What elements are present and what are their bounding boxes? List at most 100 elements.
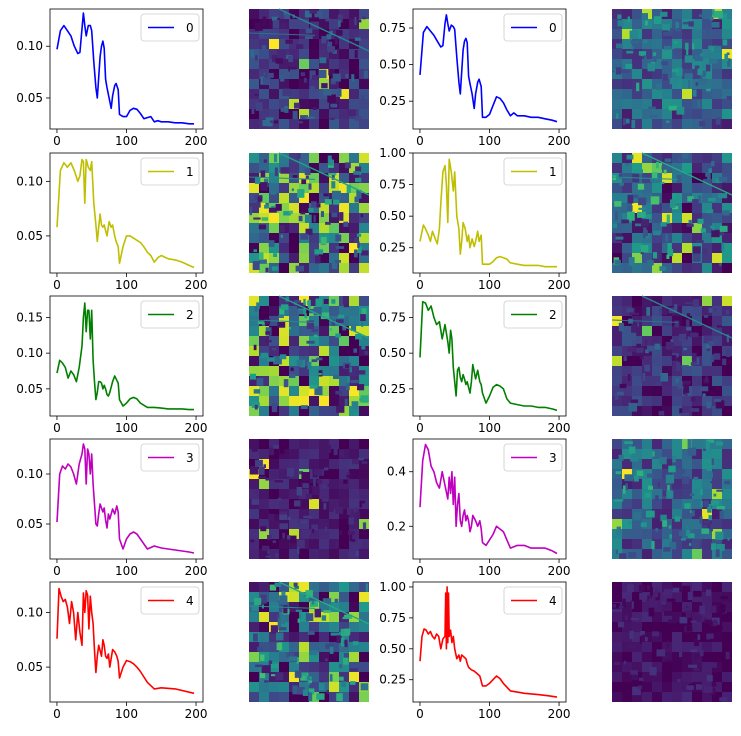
heatmap-speckle xyxy=(633,512,641,521)
heatmap-cell xyxy=(622,346,632,356)
heatmap-speckle xyxy=(652,230,661,236)
heatmap-speckle xyxy=(623,118,626,125)
heatmap-speckle xyxy=(711,230,720,238)
heatmap-speckle xyxy=(712,9,715,16)
heatmap-speckle xyxy=(300,233,309,240)
heatmap-speckle xyxy=(347,109,357,117)
heatmap-speckle xyxy=(664,585,673,591)
heatmap-cell xyxy=(359,296,369,306)
heatmap-cell xyxy=(642,356,652,366)
heatmap-cell xyxy=(299,612,309,622)
heatmap-speckle xyxy=(641,219,649,227)
heatmap-cell xyxy=(269,326,279,336)
heatmap-cell xyxy=(249,296,259,306)
heatmap-speckle xyxy=(343,653,349,662)
heatmap-speckle xyxy=(710,225,715,229)
heatmap-cell xyxy=(702,582,712,592)
heatmap-speckle xyxy=(309,85,315,93)
heatmap-speckle xyxy=(302,483,309,489)
heatmap-cell xyxy=(289,549,299,559)
heatmap-speckle xyxy=(352,544,360,550)
heatmap-cell xyxy=(279,479,289,489)
heatmap-cell xyxy=(622,376,632,386)
heatmap-speckle xyxy=(690,408,700,412)
heatmap-cell xyxy=(359,346,369,356)
heatmap-cell xyxy=(672,519,682,529)
heatmap-speckle xyxy=(689,543,692,546)
heatmap-cell xyxy=(359,612,369,622)
heatmap-cell xyxy=(359,539,369,549)
heatmap-speckle xyxy=(706,348,711,352)
heatmap-speckle xyxy=(305,116,315,119)
heatmap-cell xyxy=(662,223,672,233)
heatmap-cell xyxy=(289,692,299,702)
heatmap-cell xyxy=(279,356,289,366)
heatmap-cell xyxy=(339,306,349,316)
heatmap-cell xyxy=(662,449,672,459)
heatmap-cell xyxy=(652,632,662,642)
heatmap-speckle xyxy=(357,384,365,391)
heatmap-speckle xyxy=(300,672,309,681)
heatmap-cell xyxy=(702,519,712,529)
heatmap-cell xyxy=(279,153,289,163)
heatmap-speckle xyxy=(336,693,343,702)
heatmap-speckle xyxy=(697,218,704,224)
axes-frame xyxy=(412,8,567,130)
heatmap-cell xyxy=(279,39,289,49)
x-tick-label: 200 xyxy=(185,707,208,721)
heatmap-speckle xyxy=(267,546,270,555)
heatmap-speckle xyxy=(309,70,316,80)
heatmap-speckle xyxy=(322,598,332,604)
heatmap-speckle xyxy=(271,266,279,271)
legend-label: 3 xyxy=(549,451,557,465)
heatmap-cell xyxy=(692,469,702,479)
heatmap-cell xyxy=(722,469,732,479)
heatmap-speckle xyxy=(351,323,357,331)
heatmap-cell xyxy=(722,489,732,499)
heatmap-cell xyxy=(622,449,632,459)
heatmap-cell xyxy=(712,489,722,499)
heatmap-cell xyxy=(702,119,712,129)
heatmap-speckle xyxy=(702,247,708,254)
heatmap-speckle xyxy=(668,525,672,529)
heatmap-cell xyxy=(359,622,369,632)
heatmap-cell xyxy=(692,612,702,622)
heatmap-cell xyxy=(359,642,369,652)
series-line xyxy=(419,443,558,555)
heatmap-cell xyxy=(722,69,732,79)
heatmap-speckle xyxy=(353,348,358,353)
heatmap-speckle xyxy=(638,685,643,689)
heatmap-cell xyxy=(692,346,702,356)
heatmap-cell xyxy=(309,193,319,203)
heatmap-cell xyxy=(289,672,299,682)
heatmap-speckle xyxy=(284,13,291,19)
heatmap-speckle xyxy=(692,246,701,254)
heatmap-speckle xyxy=(265,117,274,121)
heatmap-speckle xyxy=(719,225,728,232)
heatmap-speckle xyxy=(267,535,272,540)
y-tick-label: 0.05 xyxy=(16,382,43,396)
heatmap-speckle xyxy=(682,153,689,159)
heatmap-image-r0-c1 xyxy=(248,8,370,129)
heatmap-cell xyxy=(722,682,732,692)
heatmap-speckle xyxy=(612,175,616,181)
heatmap-cell xyxy=(682,469,692,479)
heatmap-speckle xyxy=(642,373,646,381)
heatmap-cell xyxy=(612,29,622,39)
heatmap-speckle xyxy=(250,539,255,543)
heatmap-cell xyxy=(692,449,702,459)
heatmap-cell xyxy=(622,489,632,499)
heatmap-cell xyxy=(652,119,662,129)
heatmap-cell xyxy=(702,153,712,163)
heatmap-cell xyxy=(642,386,652,396)
heatmap-speckle xyxy=(347,376,350,383)
heatmap-cell xyxy=(339,59,349,69)
heatmap-speckle xyxy=(614,499,624,502)
heatmap-cell xyxy=(702,489,712,499)
heatmap-cell xyxy=(702,549,712,559)
heatmap-speckle xyxy=(268,660,273,667)
heatmap-speckle xyxy=(708,340,714,346)
heatmap-speckle xyxy=(279,444,285,454)
heatmap-cell xyxy=(692,163,702,173)
heatmap-cell xyxy=(612,49,622,59)
